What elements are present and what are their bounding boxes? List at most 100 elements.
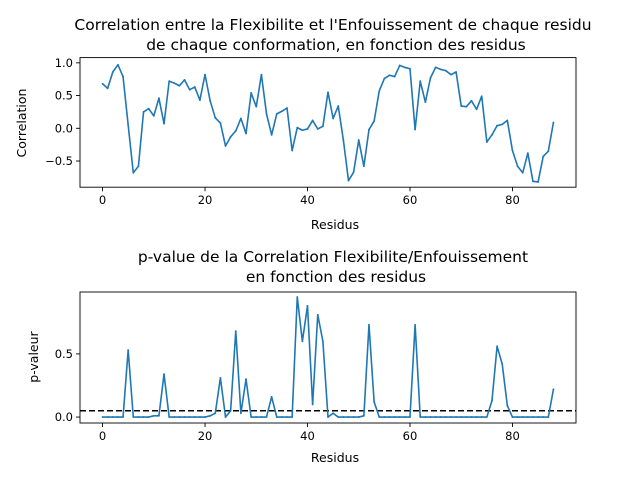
data-point — [219, 377, 222, 379]
x-tick-label: 40 — [300, 193, 315, 207]
data-point — [260, 73, 263, 76]
data-point — [439, 416, 442, 418]
data-point — [250, 416, 253, 418]
y-tick-label: 0.0 — [55, 410, 73, 424]
data-point — [511, 416, 514, 418]
data-point — [403, 66, 406, 69]
data-point — [270, 395, 273, 398]
data-point — [383, 416, 386, 418]
data-point — [275, 416, 278, 418]
data-point — [291, 416, 294, 418]
data-point — [373, 401, 376, 403]
data-point — [337, 416, 340, 418]
data-point — [306, 128, 309, 130]
data-point — [152, 114, 155, 117]
data-point — [388, 74, 391, 77]
data-point — [229, 409, 232, 412]
data-point — [516, 165, 519, 168]
y-tick-label: −0.5 — [45, 154, 73, 168]
data-point — [532, 180, 534, 183]
data-point — [547, 150, 550, 153]
axes-layer: 0 20 40 60 80 0.0 0.5 — [55, 347, 520, 443]
data-point — [209, 414, 212, 417]
data-point — [316, 313, 319, 316]
data-point — [291, 149, 294, 152]
data-point — [286, 416, 288, 418]
data-point — [383, 77, 386, 80]
data-point — [511, 149, 514, 152]
data-point — [491, 133, 493, 136]
data-point — [245, 378, 247, 381]
chart-title-line-1: p-value de la Correlation Flexibilite/En… — [138, 248, 528, 266]
data-point — [362, 165, 365, 168]
data-point — [552, 121, 555, 124]
data-point — [480, 95, 483, 98]
data-point — [245, 132, 247, 135]
data-point — [106, 416, 109, 418]
data-point — [301, 340, 304, 343]
data-point — [183, 416, 186, 418]
data-point — [424, 101, 427, 104]
data-point — [409, 416, 411, 418]
x-axis-label: Residus — [311, 450, 359, 465]
data-point — [485, 141, 488, 143]
data-point — [270, 133, 273, 136]
plot-frame — [79, 57, 577, 188]
data-point — [444, 416, 447, 418]
data-point — [234, 330, 237, 333]
data-point — [460, 416, 463, 418]
data-point — [480, 416, 483, 418]
data-point — [296, 296, 299, 298]
data-point — [178, 416, 181, 418]
data-point — [265, 112, 268, 115]
data-point — [193, 416, 196, 418]
data-point — [204, 73, 206, 76]
data-point — [537, 416, 539, 418]
data-point — [516, 416, 519, 418]
data-point — [214, 116, 217, 119]
data-point — [280, 110, 283, 113]
chart-title-line-1: Correlation entre la Flexibilite et l'En… — [74, 16, 591, 34]
y-axis-label: Correlation — [14, 89, 29, 158]
data-point — [168, 416, 171, 418]
data-point — [199, 99, 201, 102]
data-point — [501, 363, 504, 365]
data-point — [496, 345, 498, 348]
series-layer — [101, 63, 555, 183]
data-point — [409, 67, 411, 70]
data-point — [250, 92, 253, 94]
x-tick-label: 20 — [198, 193, 213, 207]
data-point — [311, 403, 314, 406]
data-point — [147, 107, 150, 110]
plot-frame — [79, 291, 577, 424]
data-point — [429, 416, 432, 418]
data-point — [424, 416, 427, 418]
data-point — [101, 82, 104, 85]
data-point — [419, 80, 422, 83]
data-point — [398, 64, 401, 67]
data-point — [111, 416, 114, 418]
series-layer — [80, 296, 576, 418]
data-point — [439, 68, 442, 71]
data-point — [450, 416, 452, 418]
data-point — [111, 71, 114, 73]
data-point — [275, 112, 278, 115]
data-point — [506, 119, 509, 122]
y-tick-label: 0.5 — [55, 89, 73, 103]
data-point — [542, 416, 545, 418]
data-point — [224, 145, 227, 147]
data-point — [526, 152, 529, 155]
data-point — [414, 323, 417, 326]
axes-layer: 0 20 40 60 80 −0.5 0.0 0.5 1.0 — [45, 56, 520, 207]
data-point — [147, 416, 150, 418]
x-tick-label: 80 — [505, 429, 520, 443]
data-point — [434, 416, 437, 418]
x-tick-label: 40 — [300, 429, 315, 443]
data-point — [158, 414, 160, 417]
data-point — [378, 416, 381, 418]
data-point — [204, 416, 206, 418]
data-point — [188, 416, 191, 418]
data-point — [450, 73, 452, 76]
data-point — [332, 412, 335, 415]
